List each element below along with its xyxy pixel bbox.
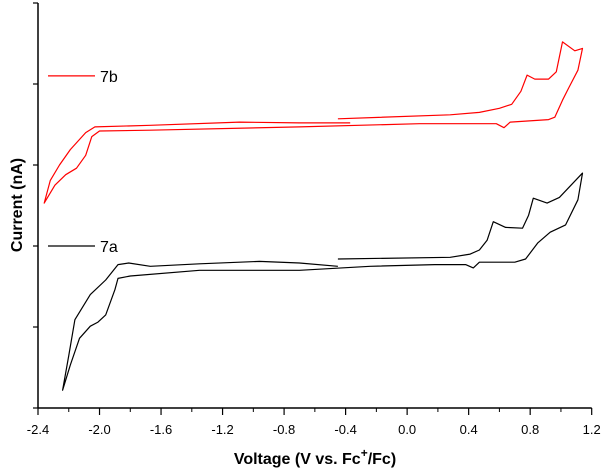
y-axis-title: Current (nA)	[9, 158, 26, 252]
x-tick-label: -2.0	[88, 422, 110, 437]
x-tick-label: -0.4	[334, 422, 356, 437]
x-tick-label: -1.2	[211, 422, 233, 437]
legend-label-7a: 7a	[100, 239, 118, 256]
x-tick-label: 0.0	[398, 422, 416, 437]
x-tick-label: -2.4	[27, 422, 49, 437]
x-tick-label: 0.4	[460, 422, 478, 437]
x-tick-label: -0.8	[273, 422, 295, 437]
x-tick-label: 1.2	[583, 422, 601, 437]
series-7b-curve	[43, 41, 584, 204]
legend: 7b 7a	[48, 69, 118, 256]
x-tick-label: 0.8	[521, 422, 539, 437]
axes: -2.4 -2.0 -1.6 -1.2 -0.8 -0.4 0.0 0.4 0.8 1.2	[27, 2, 601, 437]
legend-label-7b: 7b	[100, 69, 118, 86]
series-7a-curve	[62, 172, 584, 391]
x-axis-title: Voltage (V vs. Fc+/Fc)	[234, 446, 396, 468]
series-group	[43, 41, 584, 391]
x-tick-label: -1.6	[150, 422, 172, 437]
